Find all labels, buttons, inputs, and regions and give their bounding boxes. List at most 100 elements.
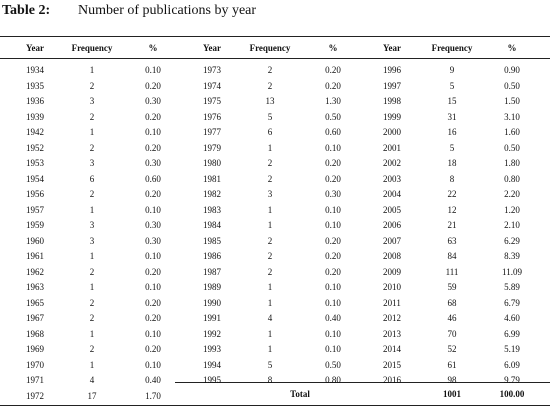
bottom-rule <box>0 405 550 406</box>
table-title: Number of publications by year <box>78 3 257 18</box>
cell-year: 2003 <box>383 173 401 184</box>
header-year: Year <box>203 43 221 53</box>
cell-year: 2008 <box>383 251 401 261</box>
cell-percent: 6.29 <box>504 235 520 246</box>
cell-frequency: 1 <box>89 328 95 339</box>
cell-percent: 0.30 <box>145 220 161 230</box>
cell-year: 1934 <box>26 65 44 75</box>
cell-year: 1987 <box>203 266 221 277</box>
cell-percent: 2.20 <box>504 189 520 199</box>
header-year: Year <box>383 43 401 53</box>
header-frequency: Frequency <box>249 43 291 53</box>
cell-percent: 0.20 <box>325 80 341 91</box>
cell-frequency: 2 <box>267 235 273 246</box>
cell-percent: 0.20 <box>145 189 161 199</box>
cell-frequency: 18 <box>447 158 457 168</box>
cell-percent: 0.10 <box>325 282 341 292</box>
cell-frequency: 1 <box>267 142 273 153</box>
header-frequency: Frequency <box>431 43 473 53</box>
cell-percent: 8.39 <box>504 251 520 261</box>
cell-year: 1986 <box>203 251 221 261</box>
cell-frequency: 1 <box>89 127 95 137</box>
cell-frequency: 1 <box>267 344 273 354</box>
cell-year: 2002 <box>383 158 401 168</box>
cell-year: 1942 <box>26 127 44 137</box>
cell-frequency: 84 <box>447 251 457 261</box>
cell-percent: 0.40 <box>145 375 161 385</box>
header-percent: % <box>507 43 517 53</box>
cell-percent: 0.80 <box>504 173 520 184</box>
cell-percent: 0.20 <box>325 266 341 277</box>
cell-percent: 0.10 <box>325 142 341 153</box>
cell-year: 1968 <box>26 328 44 339</box>
header-frequency: Frequency <box>71 43 113 53</box>
cell-year: 2013 <box>383 328 401 339</box>
cell-frequency: 2 <box>89 344 95 354</box>
cell-year: 2012 <box>383 313 401 323</box>
cell-frequency: 3 <box>89 220 95 230</box>
cell-frequency: 2 <box>267 251 273 261</box>
cell-frequency: 2 <box>267 173 273 184</box>
total-frequency: 1001 <box>443 389 461 399</box>
cell-percent: 2.10 <box>504 220 520 230</box>
cell-year: 2005 <box>383 204 401 215</box>
header-rule <box>0 58 550 59</box>
cell-year: 1963 <box>26 282 44 292</box>
cell-year: 1991 <box>203 313 221 323</box>
cell-year: 2014 <box>383 344 401 354</box>
cell-frequency: 70 <box>447 328 457 339</box>
cell-percent: 0.10 <box>325 328 341 339</box>
cell-frequency: 1 <box>267 297 273 308</box>
cell-percent: 5.89 <box>504 282 520 292</box>
cell-frequency: 111 <box>445 266 459 277</box>
cell-percent: 0.10 <box>145 282 161 292</box>
cell-year: 1998 <box>383 96 401 106</box>
cell-percent: 6.09 <box>504 359 520 370</box>
cell-percent: 0.50 <box>325 111 341 122</box>
cell-frequency: 1 <box>89 65 95 75</box>
cell-year: 1984 <box>203 220 221 230</box>
cell-frequency: 8 <box>267 375 273 385</box>
cell-frequency: 5 <box>449 80 455 91</box>
cell-year: 2000 <box>383 127 401 137</box>
cell-year: 1997 <box>383 80 401 91</box>
cell-percent: 0.40 <box>325 313 341 323</box>
cell-year: 1976 <box>203 111 221 122</box>
cell-year: 1994 <box>203 359 221 370</box>
cell-percent: 1.80 <box>504 158 520 168</box>
cell-percent: 0.10 <box>325 204 341 215</box>
cell-percent: 0.50 <box>504 80 520 91</box>
cell-frequency: 5 <box>267 111 273 122</box>
cell-year: 1959 <box>26 220 44 230</box>
cell-percent: 0.10 <box>145 127 161 137</box>
cell-year: 1975 <box>203 96 221 106</box>
cell-frequency: 1 <box>89 204 95 215</box>
cell-percent: 3.10 <box>504 111 520 122</box>
cell-percent: 0.20 <box>145 297 161 308</box>
top-rule <box>0 36 550 37</box>
cell-percent: 0.20 <box>145 80 161 91</box>
cell-percent: 1.50 <box>504 96 520 106</box>
cell-percent: 0.20 <box>325 65 341 75</box>
cell-frequency: 59 <box>447 282 457 292</box>
cell-year: 2016 <box>383 375 401 385</box>
cell-percent: 0.10 <box>325 344 341 354</box>
cell-frequency: 52 <box>447 344 457 354</box>
cell-frequency: 2 <box>267 65 273 75</box>
cell-percent: 0.10 <box>325 297 341 308</box>
cell-frequency: 8 <box>449 173 455 184</box>
cell-year: 1974 <box>203 80 221 91</box>
cell-frequency: 1 <box>89 359 95 370</box>
cell-year: 2006 <box>383 220 401 230</box>
cell-frequency: 3 <box>89 96 95 106</box>
cell-percent: 0.20 <box>325 251 341 261</box>
cell-year: 1967 <box>26 313 44 323</box>
cell-frequency: 31 <box>447 111 457 122</box>
cell-frequency: 2 <box>267 266 273 277</box>
cell-year: 2015 <box>383 359 401 370</box>
cell-percent: 0.20 <box>325 158 341 168</box>
cell-percent: 0.10 <box>145 251 161 261</box>
cell-percent: 0.30 <box>145 235 161 246</box>
cell-year: 1996 <box>383 65 401 75</box>
cell-year: 2010 <box>383 282 401 292</box>
